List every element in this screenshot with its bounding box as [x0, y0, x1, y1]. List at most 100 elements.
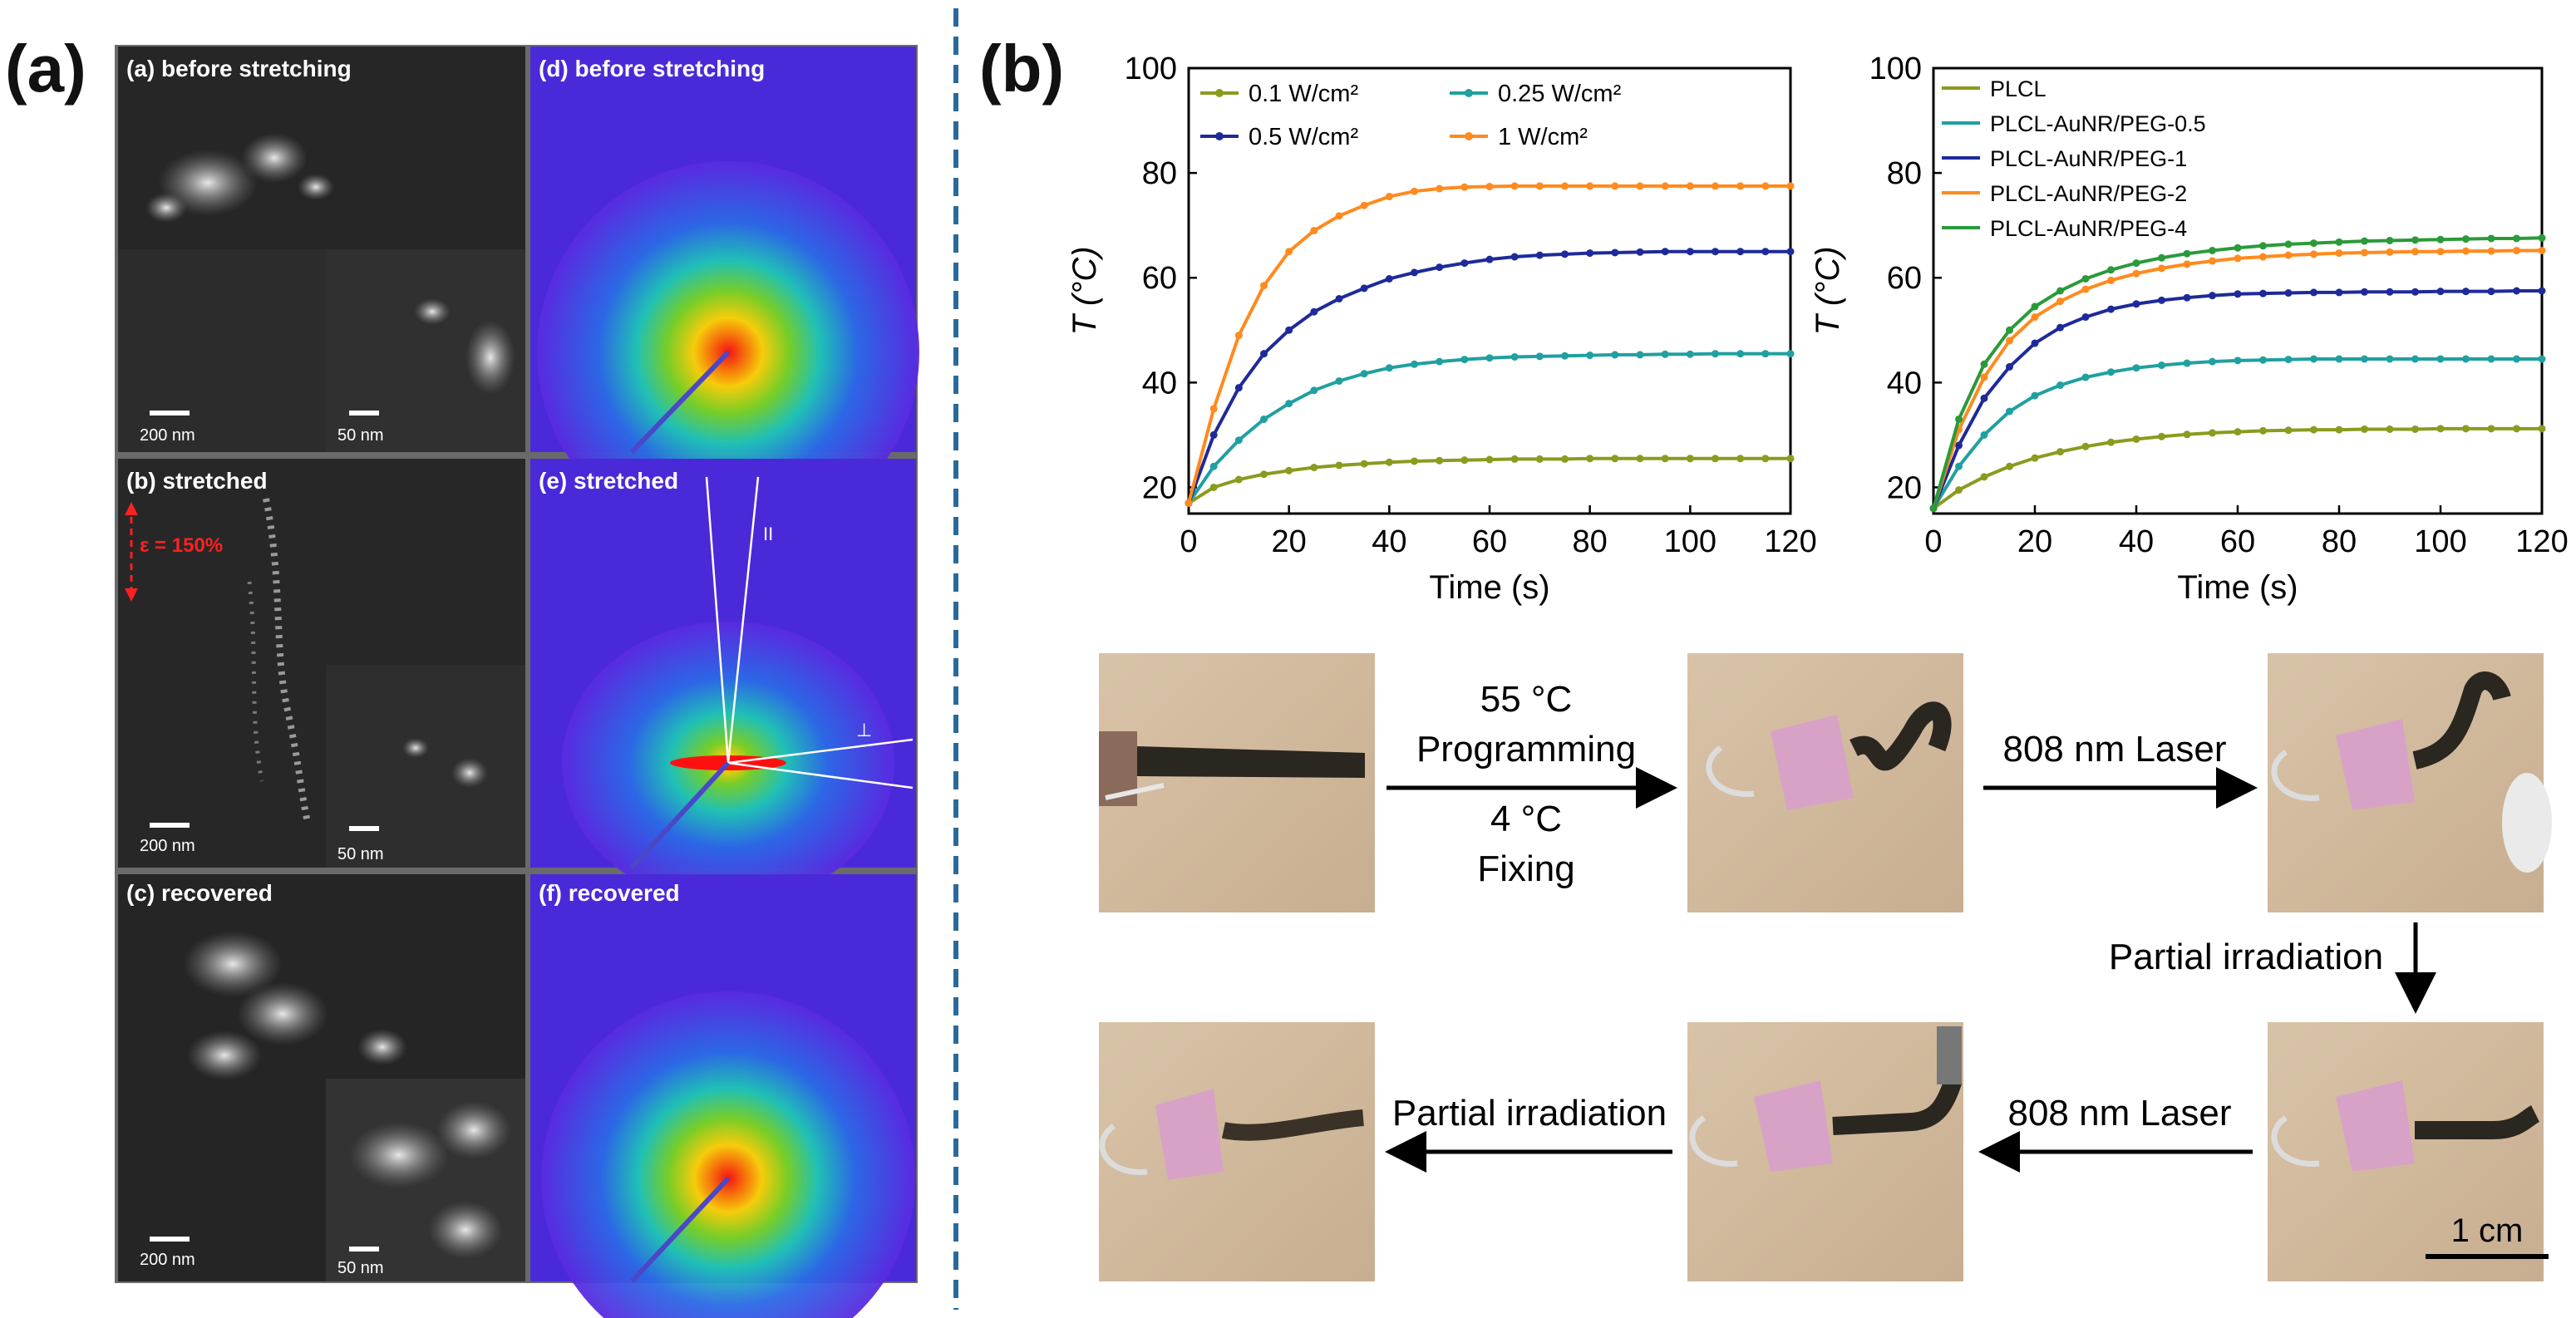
- data-point: [1636, 182, 1644, 190]
- data-point: [1980, 394, 1988, 402]
- data-point: [1385, 458, 1393, 466]
- data-point: [1736, 182, 1745, 190]
- data-point: [2361, 237, 2368, 245]
- data-point: [2284, 426, 2293, 435]
- data-point: [1260, 282, 1268, 290]
- data-point: [2183, 359, 2191, 367]
- data-point: [1712, 248, 1719, 256]
- scale-bar-label: 200 nm: [140, 1251, 195, 1269]
- data-point: [2259, 356, 2267, 364]
- data-point: [2107, 266, 2115, 274]
- data-point: [2310, 288, 2317, 297]
- data-point: [2361, 425, 2368, 433]
- x-tick-label: 120: [2515, 524, 2568, 559]
- saxs-pattern-stretched: [530, 459, 916, 904]
- data-point: [1786, 182, 1795, 190]
- data-point: [2234, 290, 2242, 298]
- data-point: [1260, 350, 1268, 358]
- data-point: [2132, 300, 2140, 308]
- data-point: [2107, 276, 2115, 284]
- photo-second-laser: [1687, 1022, 1963, 1281]
- data-point: [2310, 355, 2317, 363]
- data-point: [2234, 243, 2242, 252]
- data-point: [1485, 183, 1494, 191]
- data-point: [1209, 430, 1218, 439]
- data-point: [2386, 288, 2394, 296]
- data-point: [2132, 259, 2140, 268]
- tem-image-recovered: [118, 874, 525, 1281]
- data-point: [2081, 274, 2090, 283]
- perpendicular-mark: ⊥: [856, 720, 872, 740]
- data-point: [1761, 350, 1770, 358]
- data-point: [1310, 307, 1318, 316]
- legend-marker: [1215, 132, 1224, 140]
- data-point: [1411, 187, 1418, 195]
- data-point: [2158, 361, 2165, 370]
- legend-label: PLCL-AuNR/PEG-2: [1990, 181, 2187, 206]
- data-point: [2335, 355, 2343, 363]
- data-point: [2056, 287, 2064, 295]
- scale-bar-label: 50 nm: [337, 1259, 384, 1277]
- data-point: [2487, 234, 2495, 243]
- data-point: [1686, 350, 1694, 358]
- series-line: [1187, 456, 1790, 505]
- scale-bar-label: 1 cm: [2451, 1212, 2524, 1249]
- data-point: [2386, 425, 2394, 433]
- y-tick-label: 20: [1887, 470, 1922, 505]
- legend-label: PLCL-AuNR/PEG-4: [1990, 216, 2187, 241]
- data-point: [2436, 248, 2445, 256]
- series-line: [1932, 236, 2543, 509]
- x-tick-label: 20: [2017, 524, 2052, 559]
- step-fixing-label: Fixing: [1477, 848, 1574, 889]
- series-line: [1187, 352, 1790, 504]
- data-point: [1510, 455, 1519, 463]
- data-point: [1436, 184, 1444, 193]
- data-point: [1929, 504, 1938, 513]
- series-line: [1187, 184, 1790, 504]
- data-point: [1385, 364, 1393, 372]
- data-point: [1712, 350, 1719, 358]
- data-point: [2487, 247, 2495, 255]
- data-point: [2183, 430, 2191, 439]
- data-point: [1209, 405, 1218, 413]
- data-point: [1611, 248, 1619, 257]
- data-point: [2183, 249, 2191, 258]
- data-point: [2361, 248, 2368, 257]
- data-point: [2487, 425, 2495, 433]
- x-tick-label: 80: [2322, 524, 2357, 559]
- series-line: [1932, 426, 2542, 510]
- data-point: [1485, 455, 1494, 464]
- data-point: [1460, 456, 1469, 465]
- data-point: [1535, 182, 1544, 190]
- series-line: [1187, 249, 1790, 504]
- legend-label: PLCL: [1990, 76, 2047, 101]
- data-point: [2462, 425, 2470, 433]
- data-point: [2158, 296, 2165, 304]
- y-tick-label: 60: [1142, 261, 1177, 296]
- legend-marker: [1215, 89, 1224, 97]
- data-point: [1786, 248, 1795, 256]
- data-point: [2436, 235, 2445, 243]
- data-point: [1285, 400, 1293, 408]
- data-point: [2462, 235, 2470, 243]
- step-partial-irradiation-label: Partial irradiation: [2109, 937, 2383, 977]
- data-point: [2158, 253, 2165, 262]
- tem-image-stretched: [118, 459, 525, 868]
- data-point: [2006, 407, 2013, 416]
- data-point: [1955, 441, 1963, 450]
- data-point: [1234, 475, 1243, 484]
- y-tick-label: 60: [1887, 261, 1922, 296]
- y-tick-label: 100: [1125, 52, 1177, 86]
- data-point: [2132, 435, 2140, 443]
- data-point: [1209, 462, 1218, 470]
- x-tick-label: 0: [1180, 524, 1197, 559]
- step-programming-label: Programming: [1416, 729, 1636, 770]
- data-point: [1586, 182, 1594, 190]
- data-point: [2411, 355, 2419, 363]
- data-point: [1736, 350, 1745, 358]
- tem-caption-c: (c) recovered: [126, 880, 273, 906]
- data-point: [1980, 430, 1988, 439]
- data-point: [2031, 302, 2039, 311]
- data-point: [2183, 293, 2191, 302]
